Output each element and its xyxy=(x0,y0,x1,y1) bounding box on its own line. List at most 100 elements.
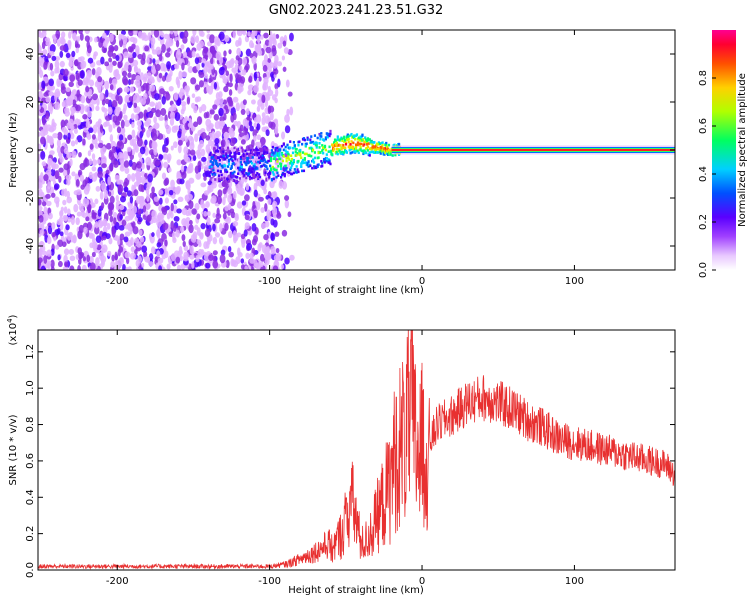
signal-cell xyxy=(234,157,237,161)
noise-cell xyxy=(242,57,248,66)
signal-cell xyxy=(285,159,288,163)
signal-cell xyxy=(341,137,344,141)
noise-cell xyxy=(256,134,262,141)
x-tick-label: -100 xyxy=(258,576,281,587)
signal-cell xyxy=(335,144,338,148)
signal-cell xyxy=(328,145,331,149)
noise-cell xyxy=(50,124,57,132)
noise-cell xyxy=(109,33,114,43)
noise-cell xyxy=(223,113,227,121)
signal-cell xyxy=(233,155,236,158)
noise-cell xyxy=(108,77,113,85)
signal-cell xyxy=(379,152,382,155)
signal-cell xyxy=(269,170,272,173)
signal-cell xyxy=(257,179,260,183)
noise-cell xyxy=(277,42,283,49)
noise-cell xyxy=(119,110,123,119)
signal-cell xyxy=(318,141,321,145)
signal-cell xyxy=(279,175,283,179)
signal-cell xyxy=(297,143,300,147)
noise-cell xyxy=(178,70,183,80)
noise-cell xyxy=(71,33,77,40)
noise-cell xyxy=(212,104,218,110)
noise-cell xyxy=(196,151,202,160)
noise-cell xyxy=(167,167,172,173)
noise-cell xyxy=(66,138,71,144)
noise-cell xyxy=(245,252,250,260)
noise-cell xyxy=(263,188,268,195)
noise-cell xyxy=(97,219,104,229)
noise-cell xyxy=(160,32,165,38)
noise-cell xyxy=(128,79,132,86)
signal-cell xyxy=(269,172,272,175)
signal-cell xyxy=(259,155,263,159)
noise-cell xyxy=(146,182,151,190)
noise-cell xyxy=(207,238,211,245)
signal-cell xyxy=(217,156,221,159)
noise-cell xyxy=(78,251,83,260)
signal-cell xyxy=(350,147,353,151)
noise-cell xyxy=(269,111,274,121)
noise-cell xyxy=(160,107,167,116)
noise-cell xyxy=(127,173,132,181)
signal-cell xyxy=(246,158,249,162)
signal-cell xyxy=(322,139,326,142)
signal-cell xyxy=(316,165,319,168)
signal-cell xyxy=(212,155,215,159)
noise-cell xyxy=(210,197,216,204)
signal-cell xyxy=(241,148,244,152)
signal-cell xyxy=(293,146,296,149)
signal-cell xyxy=(251,156,254,159)
noise-cell xyxy=(109,134,114,143)
noise-cell xyxy=(72,235,77,244)
noise-cell xyxy=(93,51,98,57)
noise-cell xyxy=(143,73,148,82)
signal-cell xyxy=(361,149,364,153)
noise-cell xyxy=(233,120,239,127)
noise-cell xyxy=(181,234,186,242)
signal-cell xyxy=(331,153,334,156)
noise-cell xyxy=(225,70,229,76)
y-tick-label: 0.4 xyxy=(25,489,36,505)
signal-cell xyxy=(285,156,288,160)
colorbar-tick-label: 0.8 xyxy=(698,70,709,86)
noise-cell xyxy=(118,134,124,141)
signal-cell xyxy=(343,135,346,139)
noise-cell xyxy=(123,86,130,93)
noise-cell xyxy=(85,86,90,93)
signal-cell xyxy=(216,164,220,168)
noise-cell xyxy=(200,182,207,188)
noise-cell xyxy=(167,156,171,164)
signal-cell xyxy=(276,146,279,150)
noise-cell xyxy=(247,84,254,92)
noise-cell xyxy=(69,74,76,82)
noise-cell xyxy=(209,57,214,65)
noise-cell xyxy=(155,59,160,65)
signal-cell xyxy=(352,141,355,145)
signal-cell xyxy=(279,164,283,168)
signal-cell xyxy=(358,142,361,146)
noise-cell xyxy=(71,171,76,177)
noise-cell xyxy=(99,191,104,200)
signal-cell xyxy=(225,151,228,155)
signal-cell xyxy=(317,163,320,166)
signal-cell xyxy=(278,154,281,157)
noise-cell xyxy=(142,92,148,100)
signal-cell xyxy=(306,138,309,141)
noise-cell xyxy=(199,139,204,148)
noise-cell xyxy=(218,107,224,117)
signal-cell xyxy=(296,168,299,171)
signal-cell xyxy=(334,143,338,146)
noise-cell xyxy=(182,51,188,58)
noise-cell xyxy=(236,47,242,56)
signal-cell xyxy=(378,142,381,146)
signal-cell xyxy=(210,165,213,168)
signal-cell xyxy=(264,171,267,175)
noise-cell xyxy=(282,66,287,72)
noise-cell xyxy=(119,204,125,211)
noise-cell xyxy=(69,265,75,270)
signal-cell xyxy=(263,158,266,162)
noise-cell xyxy=(173,216,180,222)
noise-cell xyxy=(203,210,208,217)
noise-cell xyxy=(116,126,122,134)
